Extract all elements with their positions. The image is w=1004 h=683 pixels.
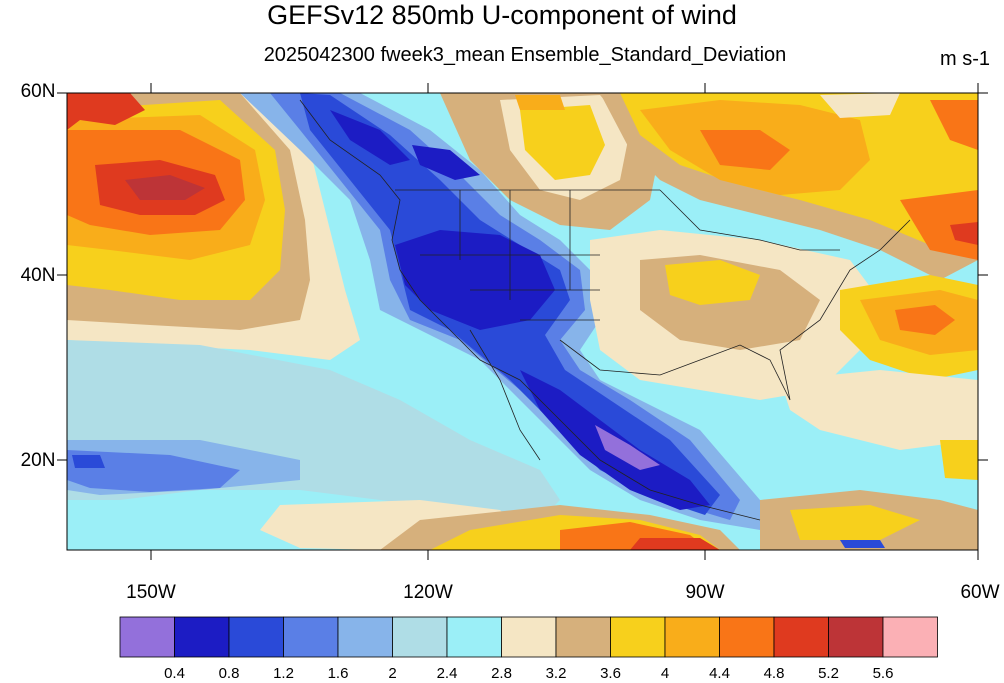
plot-frame <box>66 92 979 551</box>
colorbar-swatch <box>610 616 666 658</box>
lat-label-20n: 20N <box>21 450 56 471</box>
colorbar-swatch <box>283 616 339 658</box>
colorbar-label: 1.6 <box>328 665 349 682</box>
colorbar-swatch <box>664 616 720 658</box>
shaded-field <box>67 93 978 550</box>
lon-label-150w: 150W <box>126 582 176 603</box>
colorbar-label: 3.6 <box>600 665 621 682</box>
colorbar-swatch <box>228 616 284 658</box>
lon-label-60w: 60W <box>960 582 999 603</box>
colorbar-label: 2 <box>388 665 396 682</box>
colorbar-swatch <box>119 616 175 658</box>
colorbar-swatch <box>501 616 557 658</box>
colorbar-label: 0.8 <box>219 665 240 682</box>
colorbar-label: 2.4 <box>437 665 458 682</box>
lat-label-60n: 60N <box>21 81 56 102</box>
colorbar-label: 5.2 <box>818 665 839 682</box>
colorbar-swatch <box>719 616 775 658</box>
units-label: m s-1 <box>940 48 990 70</box>
colorbar-label: 0.4 <box>164 665 185 682</box>
colorbar-label: 4.4 <box>709 665 730 682</box>
colorbar-swatch <box>828 616 884 658</box>
map-subtitle: 2025042300 fweek3_mean Ensemble_Standard… <box>263 44 787 66</box>
colorbar: 0.4 0.8 1.2 1.6 2 2.4 2.8 3.2 3.6 4 4.4 4.8 5.2 5.6 <box>119 616 938 682</box>
colorbar-label: 2.8 <box>491 665 512 682</box>
colorbar-swatch <box>555 616 611 658</box>
colorbar-label: 3.2 <box>546 665 567 682</box>
colorbar-swatch <box>392 616 448 658</box>
lon-label-120w: 120W <box>403 582 453 603</box>
colorbar-swatch <box>337 616 393 658</box>
colorbar-swatch <box>446 616 502 658</box>
lat-labels: 60N 40N 20N <box>21 81 56 471</box>
colorbar-swatch <box>773 616 829 658</box>
axis-ticks <box>57 83 988 560</box>
map-title: GEFSv12 850mb U-component of wind <box>267 0 737 30</box>
lon-labels: 150W 120W 90W 60W <box>126 582 999 603</box>
colorbar-label: 1.2 <box>273 665 294 682</box>
lon-label-90w: 90W <box>685 582 724 603</box>
lat-label-40n: 40N <box>21 265 56 286</box>
colorbar-label: 5.6 <box>873 665 894 682</box>
colorbar-swatch <box>174 616 230 658</box>
coastlines-and-borders <box>299 99 911 521</box>
colorbar-swatch <box>882 616 938 658</box>
colorbar-label: 4.8 <box>764 665 785 682</box>
colorbar-label: 4 <box>661 665 669 682</box>
